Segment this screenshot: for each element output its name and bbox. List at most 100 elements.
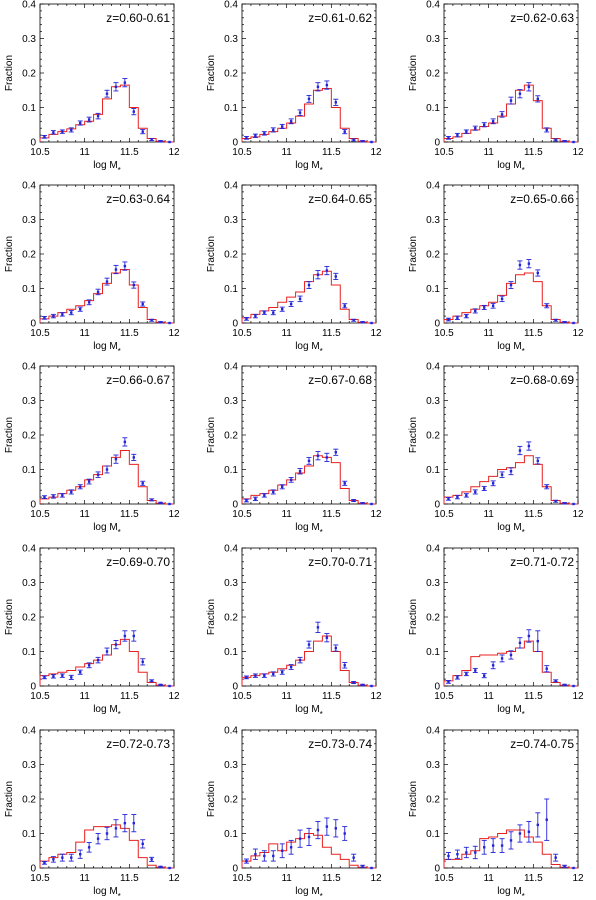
y-tick-label: 0.4	[224, 726, 238, 737]
data-point	[491, 844, 495, 847]
data-point	[168, 140, 171, 144]
data-point	[272, 672, 275, 676]
data-point	[536, 459, 539, 463]
data-point	[245, 136, 248, 140]
data-point	[465, 672, 468, 676]
data-point	[105, 92, 109, 95]
data-point	[572, 502, 575, 506]
data-point	[272, 128, 275, 132]
x-tick-label: 10.5	[434, 691, 454, 702]
model-step-line	[241, 455, 376, 505]
chart-panel: 0 0.1 0.2 0.3 0.4 10.5 11 11.5 12 log M* Fraction z…	[4, 544, 180, 719]
data-point	[43, 861, 46, 865]
chart-panel: 0 0.1 0.2 0.3 0.4 10.5 11 11.5 12 log M* Fraction z…	[4, 181, 180, 356]
x-tick-label: 12	[572, 328, 584, 339]
data-point	[316, 828, 320, 832]
data-point	[245, 676, 248, 679]
panel-title: z=0.67-0.68	[308, 373, 372, 387]
x-tick-label: 12	[572, 873, 584, 884]
x-axis-label: log M*	[497, 886, 525, 900]
data-point	[114, 85, 118, 88]
y-tick-label: 0.3	[426, 578, 440, 589]
x-tick-label: 10.5	[434, 147, 454, 158]
panel-title: z=0.71-0.72	[510, 555, 574, 569]
data-point	[307, 835, 311, 839]
data-point	[465, 314, 468, 318]
x-tick-label: 11.5	[524, 691, 543, 702]
x-axis-label-subscript: *	[522, 347, 525, 356]
panel-title: z=0.60-0.61	[106, 11, 170, 25]
y-tick-label: 0.4	[426, 544, 440, 555]
data-point	[132, 456, 135, 459]
y-tick-label: 0.2	[224, 795, 238, 806]
x-tick-label: 10.5	[434, 328, 454, 339]
y-tick-label: 0.1	[426, 647, 440, 658]
x-axis-label-subscript: *	[118, 892, 121, 900]
x-axis-label: log M*	[93, 522, 121, 537]
data-point	[70, 490, 73, 494]
x-axis-label: log M*	[93, 160, 121, 175]
data-point	[352, 319, 355, 322]
model-step-line	[443, 84, 578, 143]
data-point	[87, 846, 91, 849]
y-axis-label: Fraction	[206, 236, 217, 272]
data-point	[536, 97, 539, 101]
data-point	[343, 832, 346, 835]
y-tick-label: 0.1	[224, 829, 238, 840]
data-point	[370, 684, 373, 688]
model-step-line	[241, 635, 376, 687]
data-point	[254, 853, 257, 856]
y-axis-label: Fraction	[206, 599, 217, 635]
y-tick-label: 0.2	[426, 69, 440, 80]
x-tick-label: 11.5	[120, 509, 139, 520]
x-tick-label: 12	[572, 691, 584, 702]
data-point	[96, 658, 100, 662]
y-tick-label: 0.2	[22, 431, 36, 442]
data-point	[474, 309, 477, 313]
data-point	[61, 856, 64, 859]
data-point	[150, 319, 153, 322]
data-point	[527, 634, 531, 638]
y-tick-label: 0	[30, 682, 36, 693]
model-step-line	[39, 450, 174, 505]
y-tick-label: 0.1	[22, 103, 36, 114]
panel-title: z=0.64-0.65	[308, 192, 372, 206]
chart-panel: 0 0.1 0.2 0.3 0.4 10.5 11 11.5 12 log M* Fraction z…	[206, 0, 382, 175]
data-point	[509, 839, 513, 842]
data-point	[545, 667, 548, 670]
chart-panel: 0 0.1 0.2 0.3 0.4 10.5 11 11.5 12 log M* Fraction z…	[408, 726, 584, 900]
y-tick-label: 0.4	[22, 181, 36, 192]
data-point	[298, 837, 302, 840]
y-tick-label: 0.1	[22, 284, 36, 295]
data-point	[545, 485, 548, 488]
model-step-line	[443, 272, 578, 324]
x-tick-label: 10.5	[30, 147, 50, 158]
data-point	[572, 684, 575, 688]
data-point	[61, 494, 64, 497]
x-tick-label: 11	[79, 691, 90, 702]
data-point	[52, 131, 55, 134]
y-tick-label: 0.4	[22, 0, 36, 11]
data-point	[316, 454, 320, 457]
data-point	[141, 660, 144, 664]
data-point	[500, 473, 504, 476]
data-point	[518, 641, 522, 645]
y-tick-label: 0	[30, 319, 36, 330]
data-point	[361, 502, 364, 505]
y-tick-label: 0.1	[426, 465, 440, 476]
data-point	[456, 676, 459, 679]
panel-title: z=0.66-0.67	[106, 373, 170, 387]
y-tick-label: 0.3	[224, 578, 238, 589]
x-tick-label: 12	[370, 691, 382, 702]
x-tick-label: 11	[483, 509, 494, 520]
data-point	[43, 676, 46, 679]
x-axis-label: log M*	[295, 341, 323, 356]
data-point	[518, 449, 522, 452]
data-point	[79, 485, 82, 488]
data-point	[447, 318, 450, 321]
y-tick-label: 0	[434, 864, 440, 875]
y-tick-label: 0.3	[22, 396, 36, 407]
y-tick-label: 0.4	[224, 544, 238, 555]
data-point	[456, 495, 459, 499]
x-axis-label-subscript: *	[522, 166, 525, 175]
